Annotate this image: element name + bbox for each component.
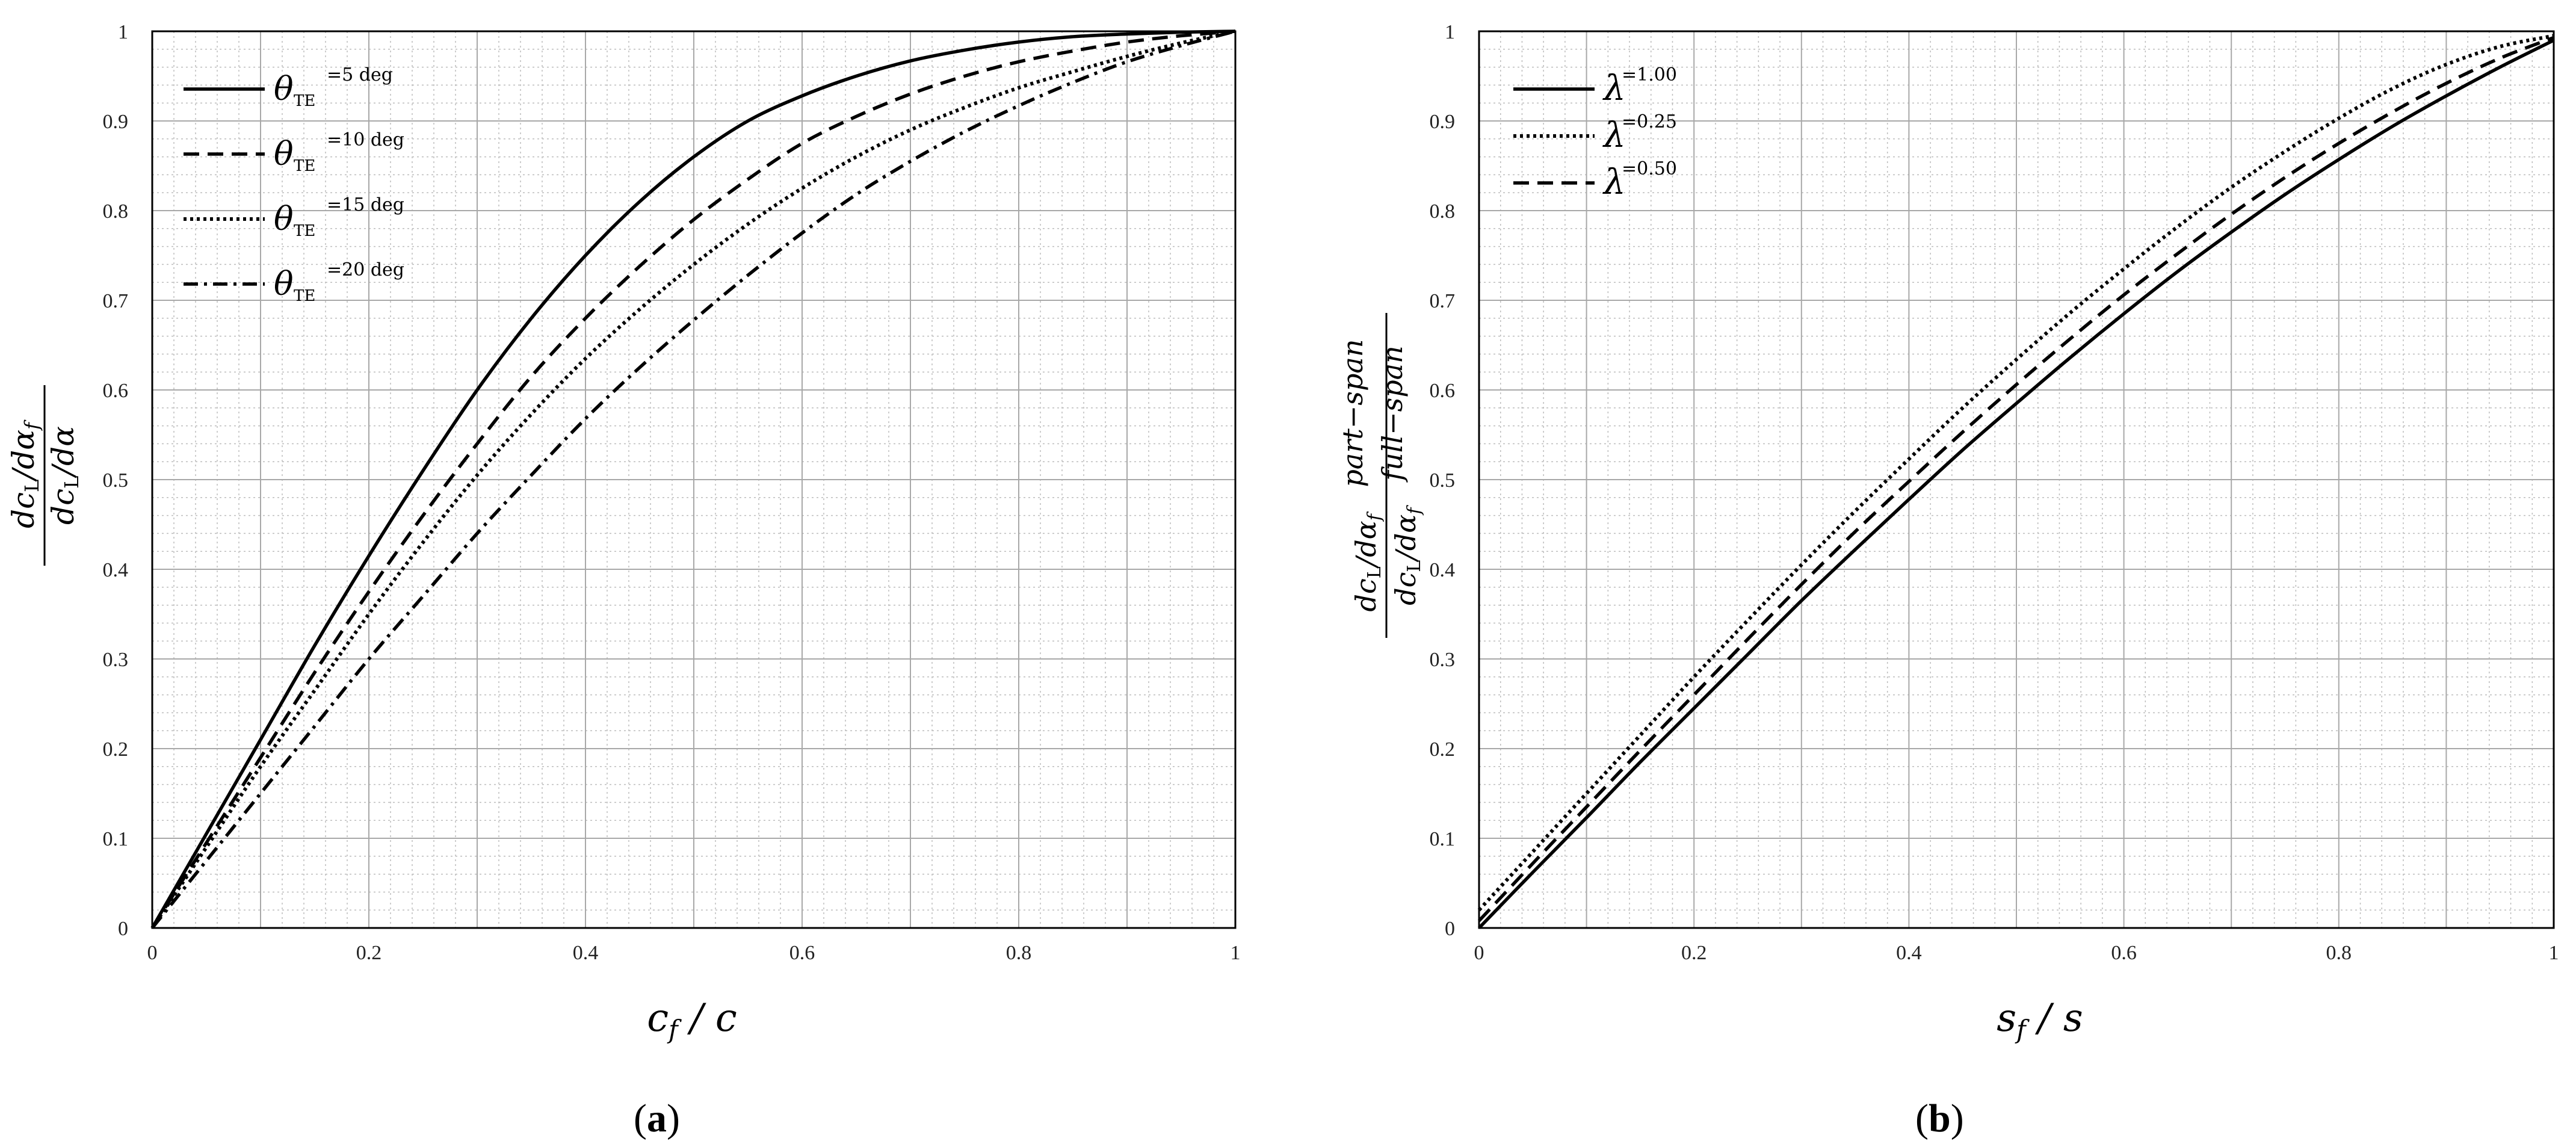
legend-symbol: θ [274,135,294,173]
plot-frame-a [151,30,1237,929]
chart-panel-a: 0 0.2 0.4 0.6 0.8 1 0 0.1 0.2 0.3 0.4 0.5 0.6 0.7 0.8… [6,21,1241,1140]
x-tick-label: 1 [2549,942,2559,964]
x-tick-label: 0.4 [1896,942,1922,964]
series-line [1477,36,2554,922]
svg-text:dcL/dα: dcL/dα [46,426,83,525]
legend-label: =5 deg [327,64,393,85]
grid-a [152,31,1235,928]
x-tick-label: 0.4 [573,942,599,964]
panel-label-b: (b) [1915,1096,1964,1140]
x-tick-labels-b: 0 0.2 0.4 0.6 0.8 1 [1474,942,2559,964]
y-tick-labels-a: 0 0.1 0.2 0.3 0.4 0.5 0.6 0.7 0.8 0.9 1 [103,21,129,940]
svg-text:dcL/dαf part−span: dcL/dαf part−span [1336,339,1387,612]
series-lines-a [150,29,1236,929]
y-tick-label: 0.2 [103,738,129,761]
legend-symbol: θ [274,70,294,108]
legend-symbol: λ [1602,161,1626,202]
x-tick-label: 1 [1231,942,1241,964]
panel-label-a: (a) [634,1096,680,1140]
series-line [150,29,1236,929]
legend-label: =10 deg [327,129,404,150]
legend-label: =20 deg [327,259,404,280]
x-tick-label: 0.6 [2111,942,2137,964]
series-line [150,29,1236,929]
legend-symbol: θ [274,200,294,238]
legend-subscript: TE [294,222,315,240]
x-tick-labels-a: 0 0.2 0.4 0.6 0.8 1 [147,942,1241,964]
legend-label: =1.00 [1622,64,1677,85]
y-tick-label: 0.9 [103,111,129,133]
y-tick-label: 1 [1445,21,1455,43]
legend-b: λ=1.00λ=0.25λ=0.50 [1513,64,1677,202]
x-axis-label-a: cf / c [647,996,737,1044]
y-tick-label: 0.3 [1430,649,1456,671]
x-tick-label: 0.8 [1006,942,1032,964]
legend-label: =0.25 [1622,111,1677,132]
y-tick-label: 0 [118,918,128,940]
x-tick-label: 0.6 [789,942,815,964]
y-tick-label: 0.4 [1430,559,1456,581]
series-line [150,29,1236,929]
chart-panel-b: 0 0.2 0.4 0.6 0.8 1 0 0.1 0.2 0.3 0.4 0.5 0.6 0.7 0.8… [1336,21,2559,1140]
y-tick-label: 0.1 [103,828,129,850]
legend-label: =15 deg [327,194,404,215]
legend-label: =0.50 [1622,158,1677,179]
y-tick-label: 0.9 [1430,111,1456,133]
series-line [1478,39,2555,929]
legend-subscript: TE [294,157,315,175]
y-tick-label: 0.2 [1430,738,1456,761]
y-tick-label: 0.7 [103,290,129,312]
legend-subscript: TE [294,287,315,305]
y-tick-label: 0.8 [1430,200,1456,223]
svg-text:dcL/dαf: dcL/dαf [6,419,43,528]
y-tick-labels-b: 0 0.1 0.2 0.3 0.4 0.5 0.6 0.7 0.8 0.9 1 [1430,21,1456,940]
y-tick-label: 0.5 [103,469,129,492]
legend-symbol: θ [274,265,294,303]
series-line [1477,34,2554,912]
series-lines-b [1477,34,2555,929]
y-tick-label: 0.5 [1430,469,1456,492]
legend-symbol: λ [1602,114,1626,155]
svg-text:dcL/dαf full−span: dcL/dαf full−span [1376,345,1427,605]
legend-symbol: λ [1602,67,1626,108]
y-tick-label: 0.1 [1430,828,1456,850]
y-tick-label: 0.6 [103,380,129,402]
x-tick-label: 0 [1474,942,1484,964]
x-tick-label: 0.2 [1681,942,1707,964]
y-tick-label: 0.7 [1430,290,1456,312]
x-tick-label: 0 [147,942,158,964]
x-tick-label: 0.2 [356,942,382,964]
plot-frame-b [1478,30,2555,929]
y-axis-label-a: dcL/dαf dcL/dα [6,385,83,566]
legend-subscript: TE [294,92,315,110]
y-tick-label: 0 [1445,918,1455,940]
x-axis-label-b: sf / s [1997,996,2083,1044]
y-tick-label: 0.4 [103,559,129,581]
y-axis-label-b: dcL/dαf part−span dcL/dαf full−span [1336,313,1427,638]
y-tick-label: 1 [118,21,128,43]
y-tick-label: 0.6 [1430,380,1456,402]
x-tick-label: 0.8 [2326,942,2352,964]
y-tick-label: 0.3 [103,649,129,671]
series-line [150,29,1236,929]
y-tick-label: 0.8 [103,200,129,223]
grid-b [1479,31,2554,928]
